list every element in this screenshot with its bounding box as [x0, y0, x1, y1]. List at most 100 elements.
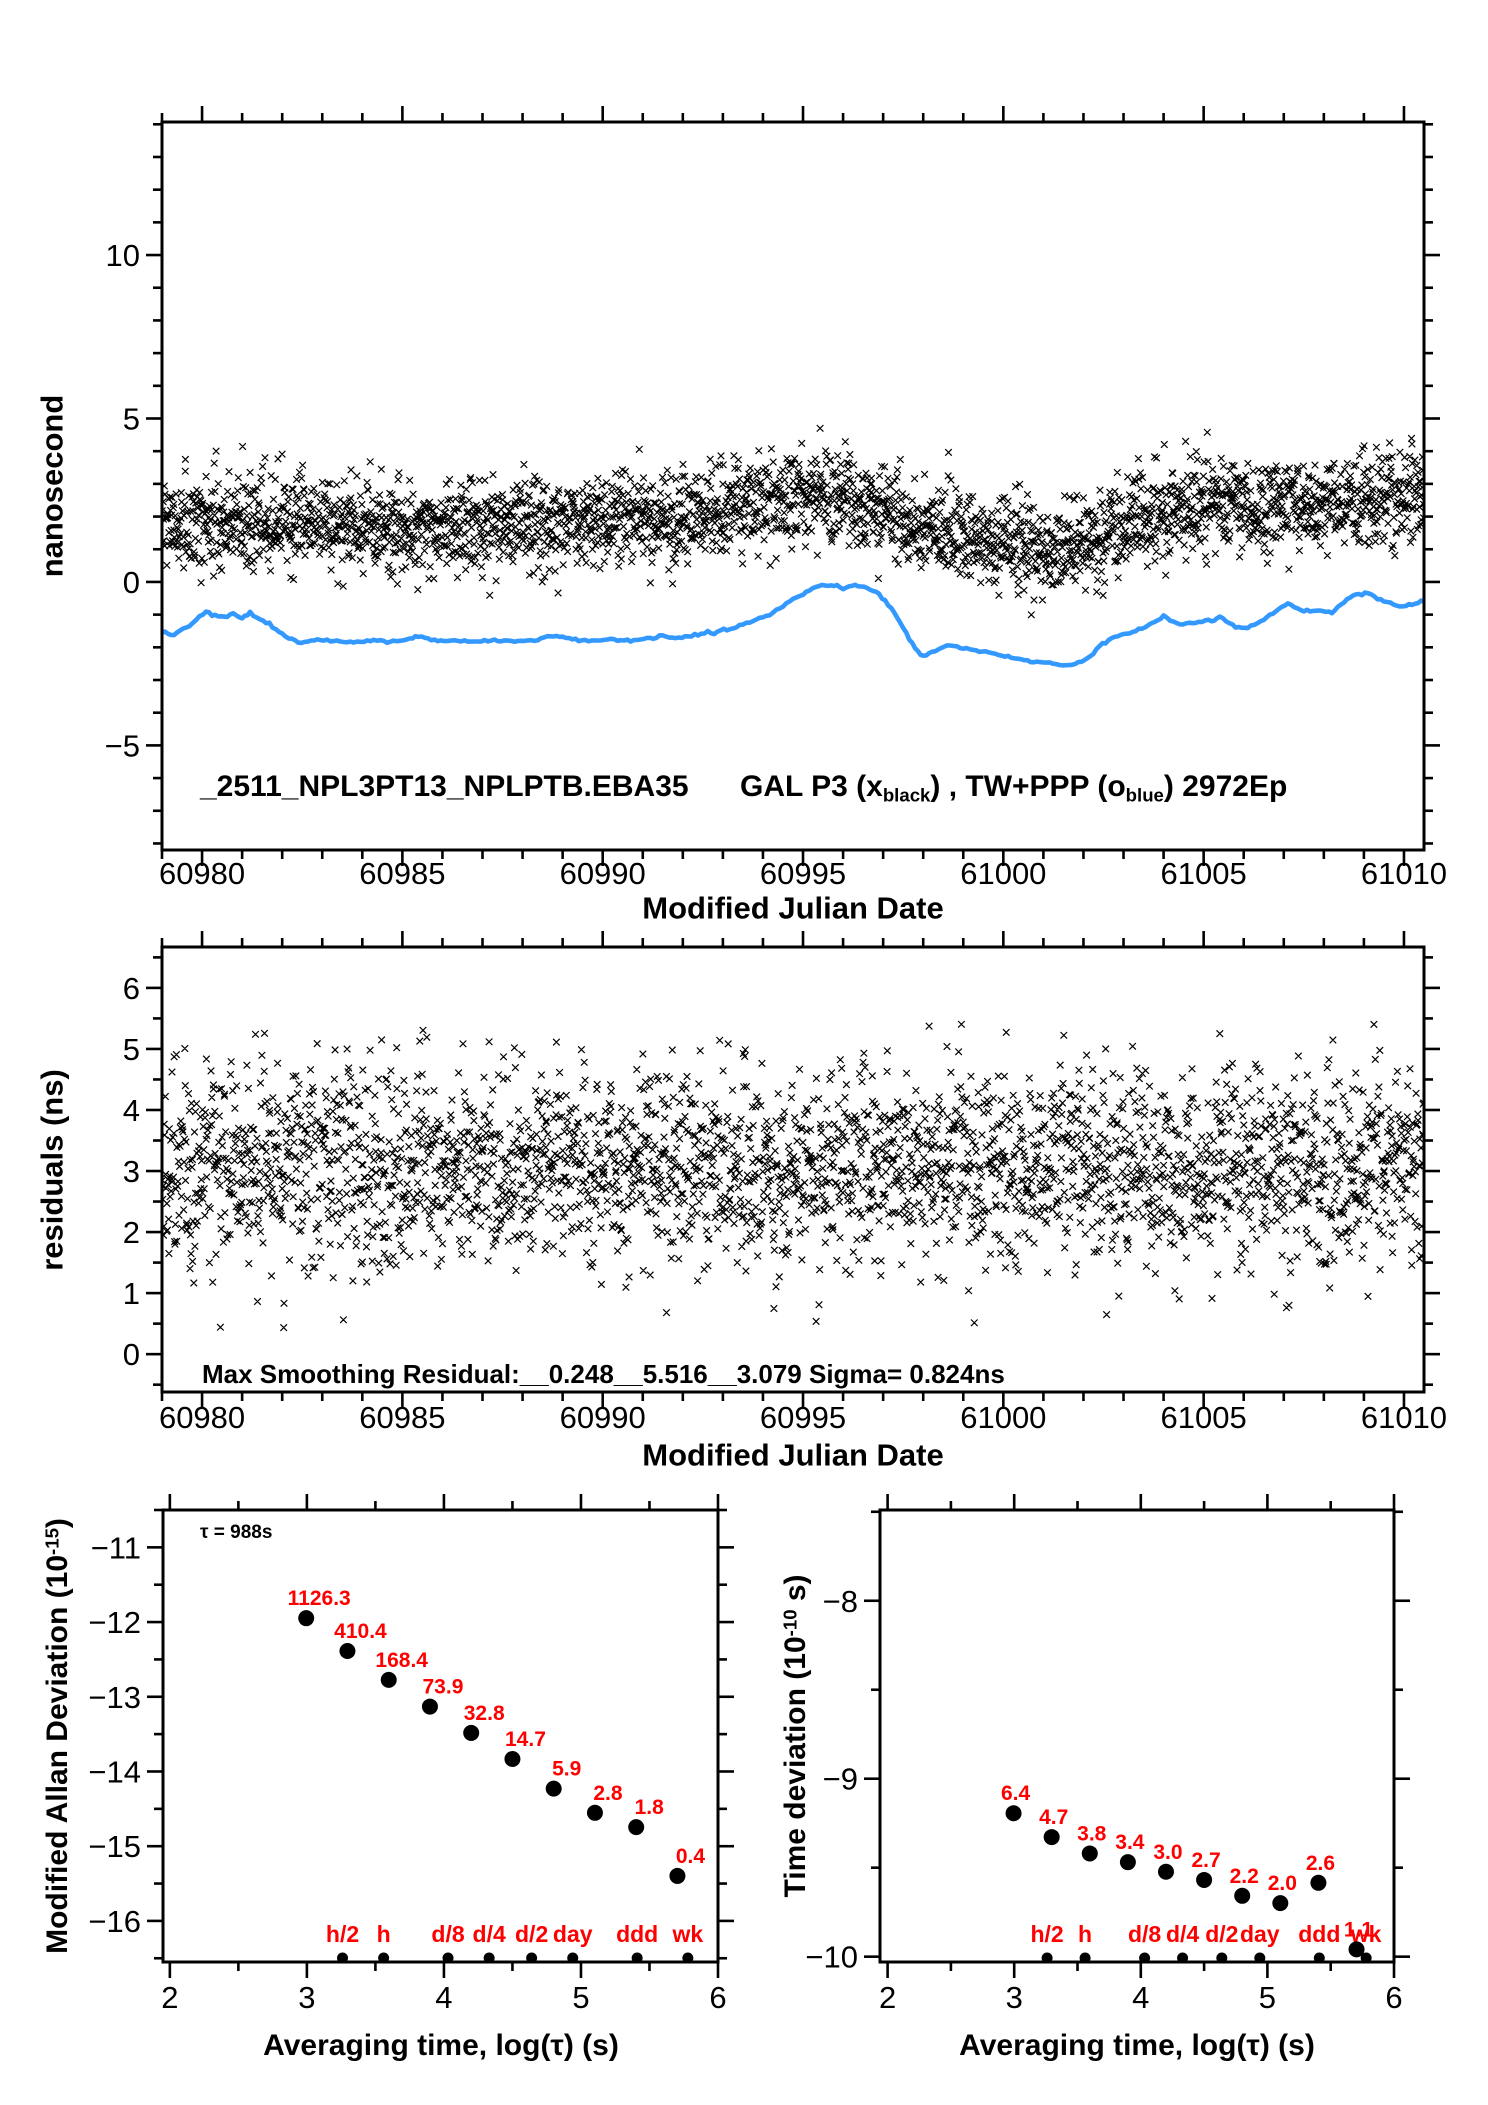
tdev-point [1043, 1829, 1060, 1846]
phase-panel-frame [160, 120, 1426, 852]
x-tick-label: 60990 [560, 856, 646, 891]
tau-annotation: τ = 988s [200, 1522, 273, 1543]
calendar-dot [682, 1952, 694, 1964]
calendar-dot [1079, 1952, 1091, 1964]
phase-y-axis-title: nanosecond [34, 394, 70, 578]
tdev-point [1234, 1887, 1251, 1904]
series-annotation-mid: ) , TW+PPP (o [930, 770, 1126, 803]
tdev-x-axis-title: Averaging time, log(τ) (s) [959, 2029, 1315, 2062]
mdev-point [504, 1751, 521, 1768]
tdev-point [1081, 1845, 1098, 1862]
calendar-dot [567, 1952, 579, 1964]
calendar-label: h [1078, 1921, 1092, 1947]
calendar-label: d/8 [431, 1921, 464, 1947]
y-tick-label: 5 [123, 401, 140, 436]
calendar-dot [1313, 1952, 1325, 1964]
mdev-point [421, 1698, 438, 1715]
y-tick-label: −9 [823, 1762, 858, 1797]
y-tick-label: −15 [88, 1829, 141, 1864]
mdev-panel-frame [161, 1508, 720, 1964]
mdev-panel-tick-labels: 2 3 4 5 6 −16 −15 −14 −13 −12 −11 [88, 1530, 726, 2015]
calendar-dot [337, 1952, 349, 1964]
x-tick-label: 60980 [159, 1400, 245, 1435]
y-tick-label: −10 [805, 1940, 858, 1975]
series-annotation-suffix: ) 2972Ep [1163, 770, 1288, 803]
x-tick-label: 60985 [359, 856, 445, 891]
x-tick-label: 2 [879, 1980, 896, 2015]
calendar-dot [1177, 1952, 1189, 1964]
tdev-points: 6.4 4.7 3.8 3.4 3.0 2.7 2.2 2.0 2.6 1.1 [1001, 1782, 1374, 1958]
phase-x-axis-title: Modified Julian Date [642, 890, 944, 926]
tdev-panel-tick-labels: 2 3 4 5 6 −10 −9 −8 [805, 1584, 1402, 2015]
tdev-point [1272, 1895, 1289, 1912]
calendar-dot [631, 1952, 643, 1964]
residuals-y-axis-title: residuals (ns) [34, 1069, 70, 1271]
x-tick-label: 61000 [960, 856, 1046, 891]
y-tick-label: −12 [88, 1605, 141, 1640]
phase-panel-tick-labels: 60980 60985 60990 60995 61000 61005 61010 −5 0 5 1… [105, 238, 1447, 891]
calendar-dot [1139, 1952, 1151, 1964]
tdev-point-label: 2.7 [1191, 1849, 1220, 1872]
y-tick-label: 4 [123, 1093, 140, 1128]
tdev-point-label: 2.0 [1268, 1872, 1297, 1895]
residuals-annotation: Max Smoothing Residual:__0.248__5.516__3… [202, 1359, 1005, 1389]
mdev-point [628, 1819, 645, 1836]
mdev-panel-ticks [147, 1494, 734, 1978]
x-tick-label: 6 [1385, 1980, 1402, 2015]
calendar-dot [1041, 1952, 1053, 1964]
tdev-y-title-sup: -10 [779, 1609, 801, 1637]
calendar-dot [1360, 1952, 1372, 1964]
residuals-panel-frame [160, 945, 1426, 1394]
tdev-point-label: 3.4 [1115, 1831, 1145, 1854]
mdev-point [298, 1610, 315, 1627]
x-tick-label: 61010 [1361, 1400, 1447, 1435]
tdev-point-label: 1.1 [1344, 1918, 1374, 1941]
x-tick-label: 61010 [1361, 856, 1447, 891]
mdev-panel: 2 3 4 5 6 −16 −15 −14 −13 −12 −11 h/2 h d/8 d/4 d/2 day d… [88, 1494, 734, 2015]
tdev-calendar-marks: h/2 h d/8 d/4 d/2 day ddd wk [1030, 1921, 1382, 1964]
mdev-point [586, 1804, 603, 1821]
x-tick-label: 60980 [159, 856, 245, 891]
mdev-point-label: 32.8 [464, 1702, 505, 1725]
mdev-point-label: 5.9 [552, 1758, 581, 1781]
mdev-point [463, 1724, 480, 1741]
mdev-point-label: 410.4 [334, 1620, 387, 1643]
calendar-label: ddd [616, 1921, 658, 1947]
tdev-y-axis-title: Time deviation (10-10 s) [779, 1574, 812, 1897]
tdev-point-label: 3.8 [1077, 1822, 1107, 1845]
tdev-point [1348, 1941, 1365, 1958]
calendar-dot [1254, 1952, 1266, 1964]
tdev-point-label: 3.0 [1153, 1841, 1182, 1864]
calendar-label: d/8 [1128, 1921, 1161, 1947]
tdev-panel-frame [878, 1508, 1396, 1964]
mdev-point [380, 1671, 397, 1688]
residuals-panel: 60980 60985 60990 60995 61000 61005 61010 0 1 2 3 4… [123, 931, 1447, 1435]
x-tick-label: 5 [572, 1980, 589, 2015]
x-tick-label: 4 [435, 1980, 452, 2015]
phase-id-annotation: _2511_NPL3PT13_NPLPTB.EBA35 [200, 770, 689, 803]
mdev-point-label: 1.8 [635, 1796, 665, 1819]
mdev-point-label: 0.4 [676, 1845, 706, 1868]
y-tick-label: 0 [123, 565, 140, 600]
mdev-point-label: 168.4 [375, 1649, 428, 1672]
calendar-dot [378, 1952, 390, 1964]
calendar-label: h/2 [1030, 1921, 1063, 1947]
y-tick-label: −16 [88, 1904, 141, 1939]
tdev-point-label: 2.2 [1230, 1865, 1259, 1888]
mdev-point-label: 1126.3 [288, 1587, 351, 1610]
mdev-point-label: 2.8 [593, 1782, 623, 1805]
x-tick-label: 6 [709, 1980, 726, 2015]
y-tick-label: −5 [105, 728, 140, 763]
y-tick-label: −14 [88, 1754, 141, 1789]
y-tick-label: 2 [123, 1215, 140, 1250]
mdev-point [339, 1642, 356, 1659]
calendar-dot [1216, 1952, 1228, 1964]
y-tick-label: 0 [123, 1337, 140, 1372]
tdev-point-label: 4.7 [1039, 1806, 1068, 1829]
series-annotation-prefix: GAL P3 (x [740, 770, 883, 803]
y-tick-label: 10 [106, 238, 140, 273]
series-annotation-sub-black: black [882, 784, 931, 806]
phase-series-annotation: GAL P3 (xblack) , TW+PPP (oblue) 2972Ep [740, 772, 1287, 805]
calendar-label: day [1240, 1921, 1280, 1947]
